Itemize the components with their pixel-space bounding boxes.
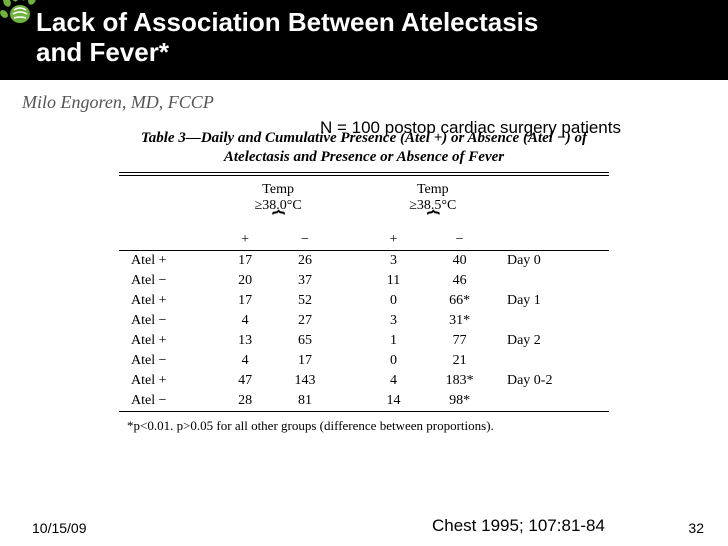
table-row: Atel −2037 1146 — [119, 271, 609, 291]
slide-title: Lack of Association Between Atelectasis … — [36, 8, 708, 68]
day-label — [499, 351, 609, 371]
row-label: Atel − — [119, 351, 218, 371]
cell: 14 — [367, 391, 421, 412]
cell: 4 — [218, 311, 272, 331]
cell: 81 — [272, 391, 338, 412]
table-row: Atel +1365 177Day 2 — [119, 331, 609, 351]
header-bar: Lack of Association Between Atelectasis … — [0, 0, 728, 80]
day-label: Day 2 — [499, 331, 609, 351]
cell: 13 — [218, 331, 272, 351]
row-label: Atel + — [119, 331, 218, 351]
title-line-2: and Fever* — [36, 37, 169, 67]
cell: 65 — [272, 331, 338, 351]
table-row: Atel −2881 1498* — [119, 391, 609, 412]
cell: 52 — [272, 291, 338, 311]
cell: 46 — [420, 271, 499, 291]
brace-icon: ⏞ — [218, 216, 338, 230]
cell: 3 — [367, 311, 421, 331]
day-label: Day 0-2 — [499, 371, 609, 391]
cell: 98* — [420, 391, 499, 412]
day-label: Day 0 — [499, 251, 609, 272]
cell: 27 — [272, 311, 338, 331]
cell: 0 — [367, 351, 421, 371]
cell: 17 — [272, 351, 338, 371]
day-label — [499, 391, 609, 412]
brace-icon: ⏞ — [367, 216, 499, 230]
row-label: Atel − — [119, 391, 218, 412]
cell: 26 — [272, 251, 338, 272]
cell: 143 — [272, 371, 338, 391]
cell: 4 — [218, 351, 272, 371]
title-line-1: Lack of Association Between Atelectasis — [36, 7, 538, 37]
day-label: Day 1 — [499, 291, 609, 311]
cell: 28 — [218, 391, 272, 412]
author-line: Milo Engoren, MD, FCCP — [22, 92, 728, 113]
cell: 17 — [218, 251, 272, 272]
table-3: Table 3—Daily and Cumulative Presence (A… — [119, 129, 609, 435]
footer-page-number: 32 — [688, 520, 704, 536]
col-plus-1: + — [218, 230, 272, 251]
table-row: Atel +47143 4183*Day 0-2 — [119, 371, 609, 391]
cell: 37 — [272, 271, 338, 291]
table-row: Atel +1726 340Day 0 — [119, 251, 609, 272]
sample-size-note: N = 100 postop cardiac surgery patients — [320, 118, 621, 138]
cell: 183* — [420, 371, 499, 391]
cell: 66* — [420, 291, 499, 311]
footer-citation: Chest 1995; 107:81-84 — [432, 516, 605, 536]
cell: 0 — [367, 291, 421, 311]
table-row: Atel +1752 066*Day 1 — [119, 291, 609, 311]
data-table: Temp ≥38.0°C Temp ≥38.5°C ⏞ ⏞ + — [119, 180, 609, 412]
row-label: Atel + — [119, 251, 218, 272]
cell: 21 — [420, 351, 499, 371]
hand-logo — [0, 0, 46, 35]
row-label: Atel − — [119, 311, 218, 331]
cell: 20 — [218, 271, 272, 291]
table-top-rule — [119, 172, 609, 176]
row-label: Atel − — [119, 271, 218, 291]
table-row: Atel −417 021 — [119, 351, 609, 371]
cell: 4 — [367, 371, 421, 391]
row-label: Atel + — [119, 291, 218, 311]
cell: 77 — [420, 331, 499, 351]
cell: 11 — [367, 271, 421, 291]
table-footnote: *p<0.01. p>0.05 for all other groups (di… — [119, 418, 609, 434]
cell: 31* — [420, 311, 499, 331]
cell: 47 — [218, 371, 272, 391]
group1-label: Temp — [262, 182, 294, 197]
cell: 3 — [367, 251, 421, 272]
cell: 40 — [420, 251, 499, 272]
cell: 1 — [367, 331, 421, 351]
cell: 17 — [218, 291, 272, 311]
col-plus-2: + — [367, 230, 421, 251]
table-row: Atel −427 331* — [119, 311, 609, 331]
day-label — [499, 271, 609, 291]
group2-label: Temp — [417, 182, 449, 197]
row-label: Atel + — [119, 371, 218, 391]
day-label — [499, 311, 609, 331]
footer-date: 10/15/09 — [32, 520, 87, 536]
